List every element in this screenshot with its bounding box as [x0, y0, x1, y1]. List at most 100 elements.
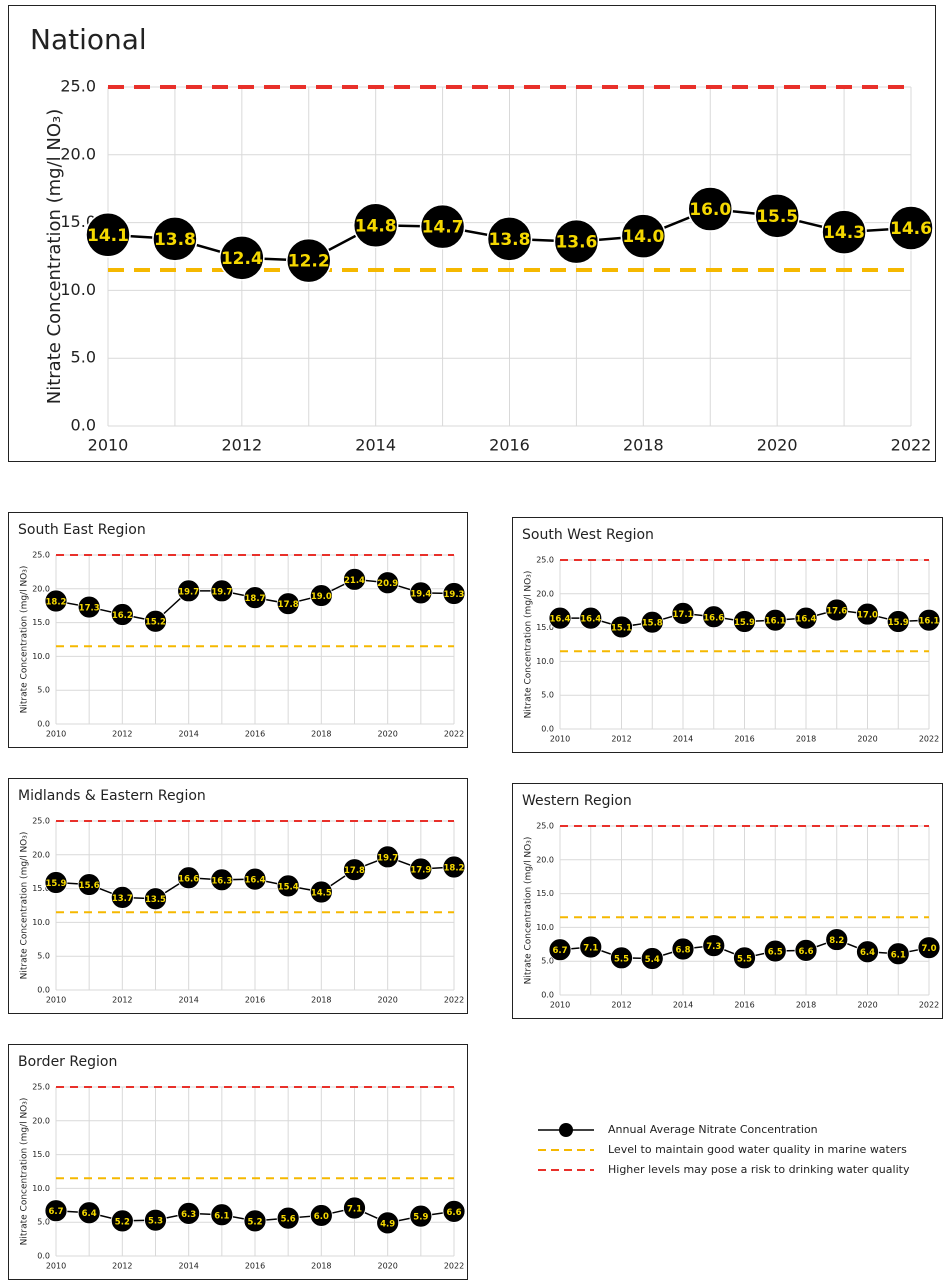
data-point — [640, 610, 664, 634]
data-label: 15.1 — [611, 623, 632, 633]
data-point — [825, 928, 849, 951]
y-tick-label: 5.0 — [37, 686, 50, 695]
y-tick-label: 20.0 — [536, 855, 554, 864]
x-tick-label: 2016 — [734, 735, 754, 744]
legend: Annual Average Nitrate Concentration Leve… — [538, 1123, 910, 1176]
x-tick-label: 2022 — [919, 735, 939, 744]
data-point — [733, 946, 756, 970]
y-tick-label: 5.0 — [71, 348, 96, 367]
data-point — [409, 1204, 433, 1228]
legend-label: Level to maintain good water quality in … — [608, 1143, 907, 1156]
data-point — [548, 938, 572, 962]
data-point — [821, 209, 867, 255]
data-label: 5.2 — [247, 1217, 262, 1227]
y-tick-label: 10.0 — [536, 657, 554, 666]
data-point — [85, 212, 131, 258]
x-tick-label: 2022 — [444, 996, 464, 1005]
data-label: 14.8 — [355, 216, 397, 236]
data-label: 15.6 — [79, 881, 100, 891]
y-tick-label: 25.0 — [536, 822, 554, 831]
y-tick-label: 20.0 — [32, 584, 50, 593]
data-point — [376, 571, 400, 595]
chart-frame — [8, 778, 468, 1014]
x-tick-label: 2010 — [88, 436, 129, 455]
data-label: 18.7 — [245, 594, 266, 604]
data-label: 6.4 — [860, 948, 875, 958]
data-label: 17.8 — [278, 600, 299, 610]
x-tick-label: 2018 — [796, 1001, 816, 1010]
data-point — [548, 606, 572, 630]
data-label: 14.5 — [311, 888, 332, 898]
chart: South East Region Nitrate Concentration (… — [8, 512, 468, 748]
data-label: 15.4 — [278, 882, 299, 892]
data-point — [409, 581, 433, 605]
y-tick-label: 15.0 — [536, 889, 554, 898]
data-label: 16.1 — [919, 617, 940, 627]
chart-title: Midlands & Eastern Region — [18, 788, 206, 804]
data-point — [671, 937, 695, 961]
chart: National Nitrate Concentration (mg/l NO₃)… — [8, 5, 936, 462]
x-tick-label: 2014 — [355, 436, 396, 455]
data-label: 8.2 — [829, 936, 844, 946]
data-label: 17.0 — [857, 611, 878, 621]
data-point — [343, 858, 366, 882]
x-tick-label: 2018 — [623, 436, 664, 455]
data-label: 20.9 — [377, 579, 398, 589]
data-label: 7.1 — [583, 944, 598, 954]
data-label: 16.4 — [245, 876, 266, 886]
data-point — [44, 589, 68, 613]
chart-title: South West Region — [522, 527, 654, 543]
data-point — [610, 615, 633, 639]
data-label: 16.2 — [112, 611, 133, 621]
data-label: 5.5 — [737, 954, 752, 964]
x-tick-label: 2016 — [245, 1262, 265, 1271]
data-point — [276, 874, 300, 898]
data-label: 15.2 — [145, 618, 166, 628]
data-point — [309, 584, 333, 607]
data-label: 6.3 — [181, 1210, 196, 1220]
y-tick-label: 25.0 — [32, 1083, 50, 1092]
data-point — [343, 1196, 366, 1220]
data-label: 16.0 — [689, 200, 731, 220]
data-label: 6.5 — [768, 948, 783, 958]
y-tick-label: 25.0 — [32, 817, 50, 826]
x-tick-label: 2020 — [377, 730, 397, 739]
data-label: 6.6 — [446, 1208, 461, 1218]
x-tick-label: 2020 — [757, 436, 798, 455]
data-label: 17.9 — [410, 865, 431, 875]
y-tick-label: 0.0 — [37, 986, 50, 995]
y-tick-label: 10.0 — [32, 652, 50, 661]
chart: Border Region Nitrate Concentration (mg/l… — [8, 1044, 468, 1280]
y-axis-label: Nitrate Concentration (mg/l NO₃) — [20, 832, 30, 980]
chart-title: Western Region — [522, 793, 632, 809]
data-point — [44, 1199, 68, 1223]
data-label: 7.3 — [706, 942, 721, 952]
data-label: 16.6 — [178, 874, 199, 884]
data-point — [219, 235, 265, 281]
data-point — [376, 1211, 400, 1235]
data-point — [144, 1208, 167, 1232]
y-axis-label: Nitrate Concentration (mg/l NO₃) — [524, 571, 534, 719]
chart: Western Region Nitrate Concentration (mg/… — [512, 783, 943, 1019]
x-tick-label: 2016 — [245, 996, 265, 1005]
x-tick-label: 2020 — [857, 735, 877, 744]
data-label: 6.0 — [314, 1212, 329, 1222]
data-point — [343, 567, 366, 591]
data-point — [888, 205, 934, 251]
y-tick-label: 20.0 — [32, 1116, 50, 1125]
data-label: 16.1 — [765, 617, 786, 627]
x-tick-label: 2016 — [489, 436, 530, 455]
y-tick-label: 20.0 — [536, 589, 554, 598]
y-tick-label: 15.0 — [536, 623, 554, 632]
data-label: 13.5 — [145, 895, 166, 905]
data-label: 19.7 — [377, 853, 398, 863]
x-tick-label: 2018 — [311, 1262, 331, 1271]
data-label: 21.4 — [344, 576, 365, 586]
x-tick-label: 2012 — [112, 730, 132, 739]
y-axis-label: Nitrate Concentration (mg/l NO₃) — [20, 1098, 30, 1246]
data-point — [917, 608, 941, 632]
chart-frame — [8, 512, 468, 748]
data-point — [243, 586, 267, 609]
data-label: 13.7 — [112, 894, 133, 904]
x-tick-label: 2012 — [112, 1262, 132, 1271]
